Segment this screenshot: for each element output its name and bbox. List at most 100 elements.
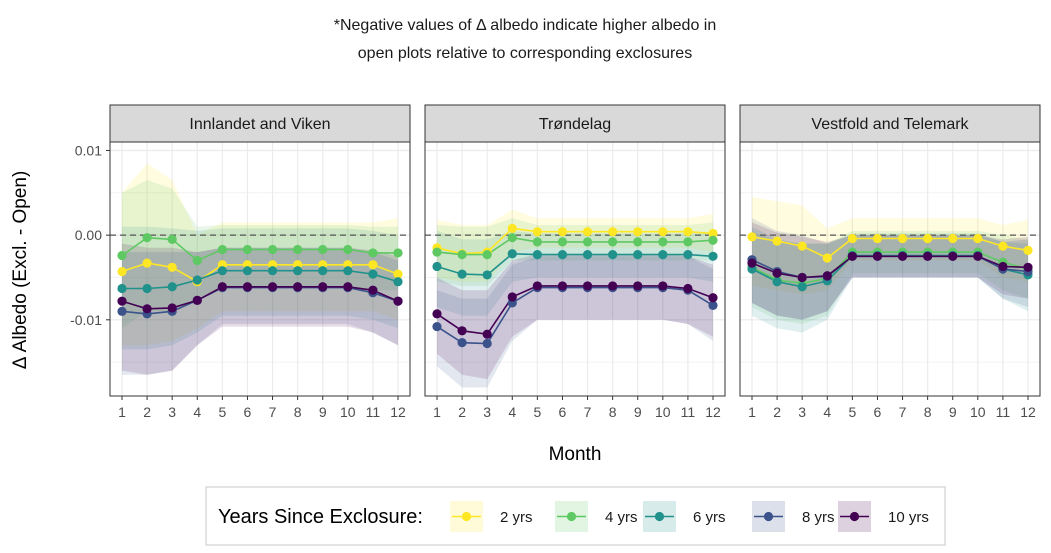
x-tick-label: 11 [996, 404, 1011, 420]
x-tick-label: 10 [655, 404, 671, 420]
panel-border [109, 141, 411, 397]
data-point [293, 244, 303, 255]
x-tick-label: 2 [458, 404, 466, 420]
confidence-ribbon [752, 218, 1028, 320]
data-point [633, 237, 643, 247]
data-point [293, 266, 303, 276]
data-point [318, 244, 328, 255]
legend-key-point [566, 511, 577, 522]
x-tick-label: 6 [874, 404, 882, 420]
data-point [368, 285, 378, 295]
data-point [117, 250, 127, 261]
confidence-ribbon [437, 230, 713, 316]
data-point [393, 269, 403, 279]
data-point [658, 250, 668, 260]
data-point [797, 272, 807, 283]
legend-label: 4 yrs [605, 509, 638, 526]
confidence-ribbon [122, 163, 398, 346]
x-tick-label: 7 [899, 404, 907, 420]
data-point [192, 255, 202, 266]
x-tick-label: 3 [798, 404, 806, 420]
data-point [797, 241, 807, 251]
x-tick-label: 4 [193, 404, 201, 420]
data-point [457, 326, 467, 336]
data-point [998, 261, 1008, 272]
data-point [683, 283, 693, 294]
x-tick-label: 7 [584, 404, 592, 420]
x-tick-label: 8 [924, 404, 932, 420]
legend-item: 4 yrs [555, 501, 638, 532]
data-point [393, 277, 403, 287]
data-point [683, 237, 693, 247]
x-tick-label: 1 [433, 404, 441, 420]
data-point [772, 268, 782, 278]
data-point [482, 338, 492, 349]
data-point [393, 296, 403, 306]
x-tick-label: 3 [483, 404, 491, 420]
x-tick-label: 5 [848, 404, 856, 420]
data-point [872, 233, 883, 244]
data-point [998, 241, 1008, 251]
data-point [217, 266, 227, 276]
data-point [267, 266, 278, 276]
data-point [708, 251, 718, 261]
data-point [557, 281, 568, 291]
x-tick-label: 12 [705, 404, 721, 420]
x-tick-label: 12 [1020, 404, 1036, 420]
data-point [582, 281, 593, 291]
y-tick-label: 0.01 [75, 142, 102, 158]
data-point [507, 223, 517, 233]
confidence-ribbon [122, 247, 398, 375]
data-point [973, 233, 983, 244]
data-point [608, 227, 618, 237]
data-point [658, 237, 668, 247]
data-point [192, 295, 202, 305]
data-point [747, 258, 757, 268]
data-point [368, 248, 378, 258]
x-tick-label: 9 [634, 404, 642, 420]
data-point [948, 233, 958, 244]
data-point [482, 250, 492, 260]
panel-border [424, 141, 726, 397]
data-point [507, 292, 517, 302]
data-point [897, 251, 908, 261]
data-point [117, 296, 127, 306]
legend-key-point [849, 511, 860, 522]
data-point [747, 232, 757, 242]
data-point [457, 338, 467, 348]
data-point [242, 244, 253, 255]
legend-key-point [763, 511, 774, 522]
y-axis-label: Δ Albedo (Excl. - Open) [10, 171, 31, 370]
data-point [482, 329, 492, 339]
legend-key-point [654, 511, 665, 522]
x-tick-label: 4 [823, 404, 831, 420]
legend: Years Since Exclosure: 2 yrs 4 yrs 6 yrs 8 … [205, 486, 946, 546]
x-tick-label: 2 [143, 404, 151, 420]
x-tick-label: 2 [773, 404, 781, 420]
plot-area [740, 142, 1040, 396]
x-tick-label: 7 [269, 404, 277, 420]
data-point [432, 321, 442, 332]
facet-strip [739, 104, 1041, 143]
chart-subtitle-line-1: *Negative values of Δ albedo indicate hi… [334, 17, 717, 34]
x-tick-label: 12 [390, 404, 406, 420]
data-point [582, 237, 593, 247]
data-point [973, 251, 983, 261]
facet-title: Vestfold and Telemark [811, 116, 969, 133]
data-point [948, 251, 958, 261]
confidence-ribbon [437, 209, 713, 282]
x-tick-label: 11 [681, 404, 696, 420]
data-point [192, 275, 202, 285]
x-tick-label: 8 [294, 404, 302, 420]
data-point [608, 237, 618, 247]
data-point [142, 304, 152, 314]
confidence-ribbon [752, 197, 1028, 295]
data-point [633, 227, 643, 237]
data-point [532, 281, 542, 291]
confidence-ribbon [437, 256, 713, 388]
data-point [318, 266, 328, 276]
data-point [847, 233, 857, 244]
data-point [683, 250, 693, 260]
data-point [708, 300, 718, 311]
